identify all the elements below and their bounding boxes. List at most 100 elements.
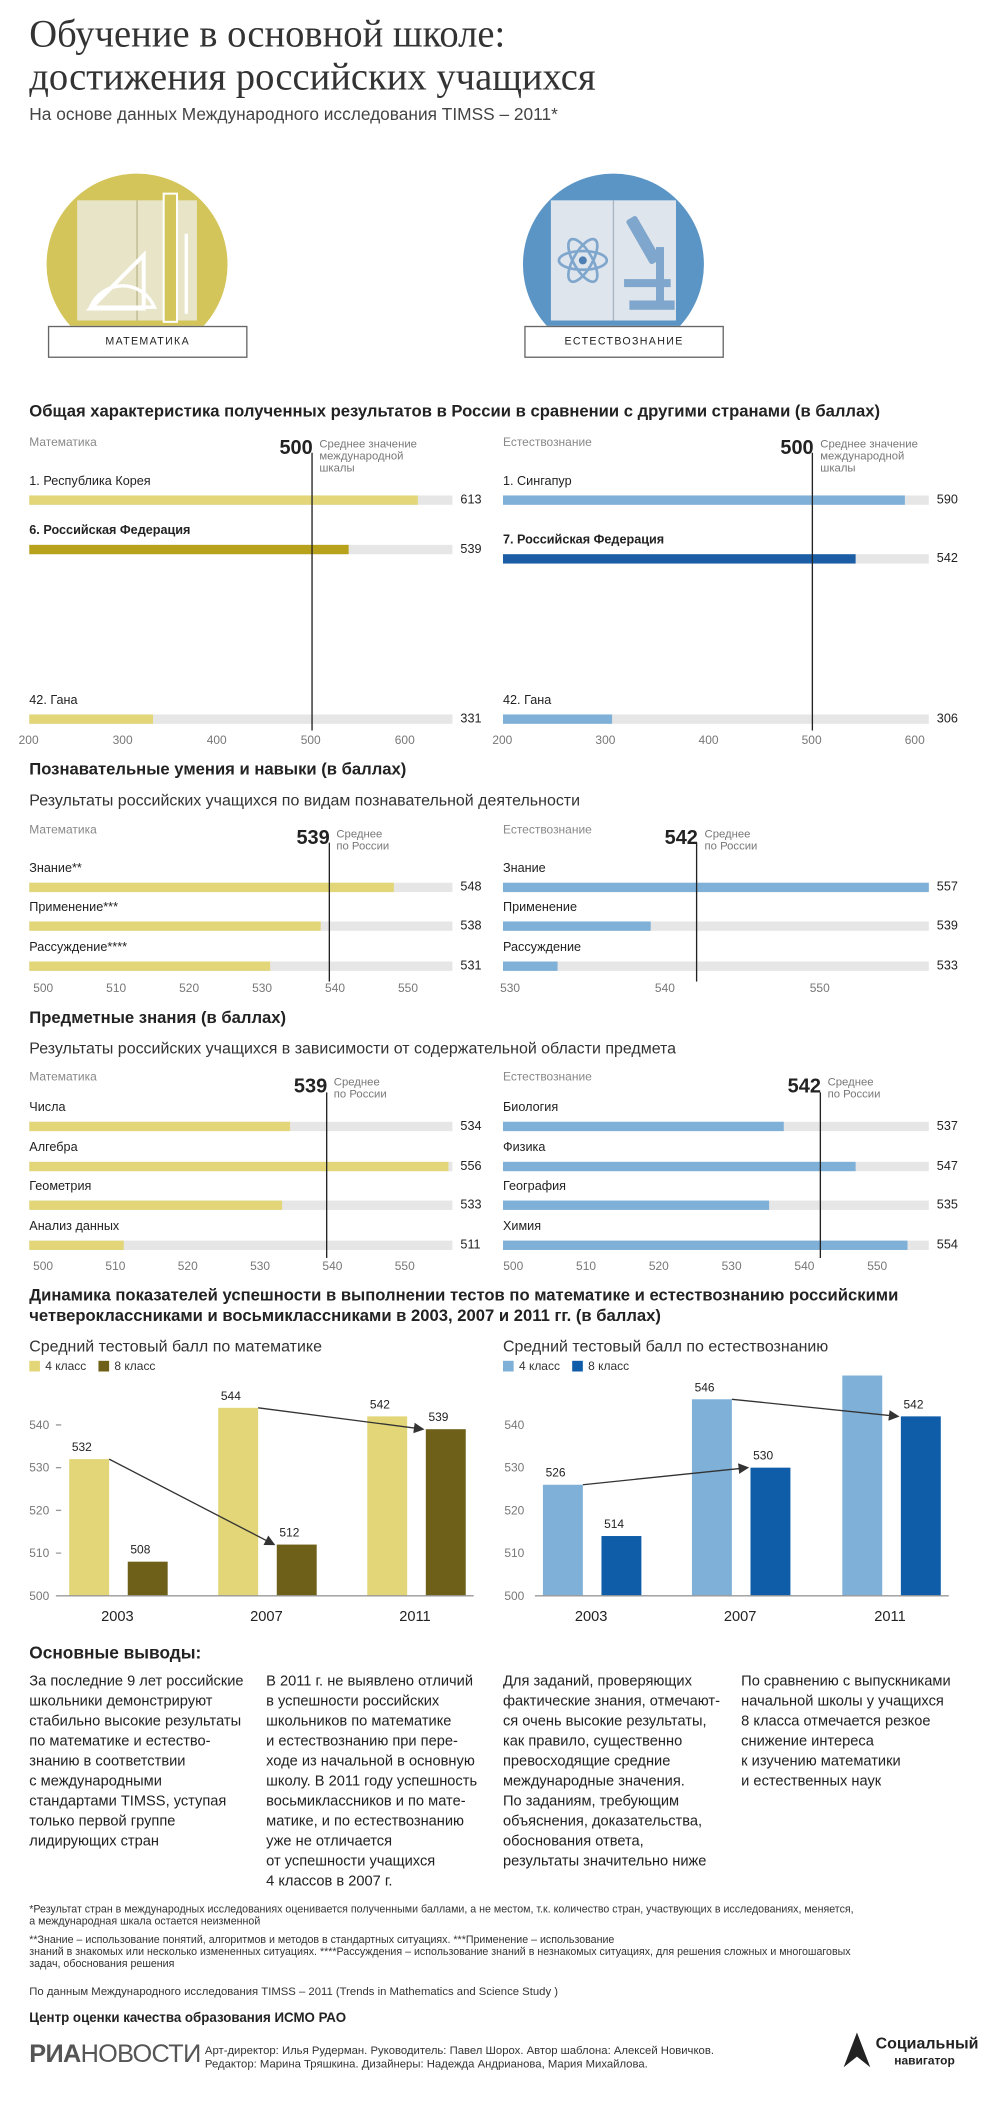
dyn-sci-bar-4	[842, 1375, 883, 1596]
s3-math-row-label: Анализ данных	[29, 1219, 120, 1234]
section2-subtitle: Результаты российских учащихся по видам …	[29, 790, 581, 810]
c2-l1: в успешности российских	[266, 1693, 440, 1710]
microscope-icon	[624, 216, 675, 310]
dyn-sci-category: 2003	[575, 1609, 608, 1625]
s2-math-avg-label-line: Среднее	[336, 826, 383, 840]
c2-l6: восьмиклассников и по мате-	[266, 1793, 466, 1810]
s3-sci-avg-label: Среднее по России	[828, 1076, 881, 1100]
s2-math-avg-value: 539	[296, 826, 330, 850]
s2-math-bar	[29, 961, 271, 971]
s2-math-bar-track	[29, 921, 453, 931]
dyn-sci-bar-4	[542, 1484, 583, 1596]
s2-sci-bar-track	[502, 921, 929, 931]
s3-math-bar-value: 534	[460, 1119, 482, 1134]
dyn-sci-bar-8	[900, 1416, 941, 1596]
legend-math-4: 4 класс	[45, 1359, 87, 1373]
s1-math-avg-label-line: Среднее значение	[319, 436, 417, 451]
s2-sci-panel-label: Естествознание	[502, 822, 592, 836]
s3-math-tick-label: 550	[394, 1259, 415, 1273]
c2-l2: школьников по математике	[266, 1713, 452, 1730]
ruler-icon	[162, 192, 178, 323]
s2-math-panel-label: Математика	[29, 822, 97, 836]
dyn-math-bar-4	[69, 1459, 110, 1596]
s1-math-bar	[29, 544, 349, 555]
dyn-math-label-8: 539	[428, 1410, 448, 1424]
dyn-math-trend-arrow	[258, 1407, 425, 1434]
dyn-sci-trend-arrow	[731, 1398, 900, 1421]
math-emblem	[46, 173, 228, 356]
s3-sci-bar-track	[502, 1121, 929, 1132]
s3-sci-avg-value: 542	[787, 1075, 821, 1098]
dyn-math-ytick: 530	[29, 1461, 49, 1475]
c2-l4: ходе из начальной в основную	[266, 1753, 475, 1770]
fn2-line-2: знаний в знакомых или несколько измененн…	[29, 1945, 851, 1958]
page-title: Обучение в основной школе: достижения ро…	[29, 13, 595, 98]
s3-math-panel-label: Математика	[29, 1069, 97, 1084]
dyn-sci-trend-arrow	[582, 1463, 750, 1486]
s3-math-bar-track	[29, 1161, 453, 1172]
dyn-sci-ytick: 500	[504, 1589, 524, 1603]
c4-l0: По сравнению с выпускниками	[741, 1673, 951, 1690]
dyn-math-label-4: 542	[370, 1397, 390, 1411]
s1-sci-row-label: 7. Российская Федерация	[502, 532, 665, 548]
s1-sci-bar-value: 590	[936, 492, 958, 508]
research-center: Центр оценки качества образования ИСМО Р…	[29, 2011, 347, 2026]
section4-title-line-1: Динамика показателей успешности в выполн…	[29, 1286, 899, 1305]
dyn-sci-bar-8	[750, 1467, 791, 1596]
dyn-math-bar-8	[127, 1561, 168, 1596]
s3-math-bar	[29, 1121, 290, 1132]
c3-l5: международные значения.	[502, 1773, 685, 1790]
s2-sci-row-label: Рассуждение	[502, 940, 582, 955]
s2-math-tick-label: 510	[106, 981, 127, 995]
fn1-line-2: а международная шкала остается неизменно…	[29, 1915, 261, 1928]
c1-l3: по математике и естество-	[29, 1733, 211, 1750]
c2-l8: уже не отличается	[266, 1833, 393, 1850]
s2-sci-row-label: Знание	[502, 861, 546, 877]
title-line-1: Обучение в основной школе:	[29, 13, 506, 57]
dyn-math-ytick: 500	[29, 1589, 49, 1603]
s3-sci-bar-value: 537	[936, 1119, 958, 1134]
s1-math-bar-track	[29, 714, 453, 724]
s3-math-row-label: Алгебра	[29, 1140, 78, 1156]
s3-math-bar-value: 556	[460, 1159, 482, 1174]
dyn-sci-label-8: 530	[753, 1449, 773, 1463]
fn2-line-3: задач, обоснования решения	[29, 1957, 175, 1970]
s3-sci-bar	[502, 1200, 769, 1210]
s1-math-bar-value: 613	[460, 492, 482, 508]
dyn-sci-bar-8	[601, 1536, 642, 1596]
s1-sci-bar	[502, 495, 906, 505]
s2-sci-bar-value: 557	[936, 880, 958, 895]
s3-sci-bar-value: 547	[936, 1159, 958, 1174]
credits: Арт-директор: Илья Рудерман. Руководител…	[205, 2043, 714, 2070]
s1-sci-avg-label: Среднее значение международной шкалы	[820, 437, 918, 474]
s2-math-row-label: Рассуждение****	[29, 940, 128, 955]
section1-title: Общая характеристика полученных результа…	[29, 401, 881, 421]
legend-sci-8: 8 класс	[588, 1359, 630, 1373]
c1-l1: школьники демонстрируют	[29, 1693, 213, 1710]
s3-sci-tick-label: 510	[576, 1259, 597, 1273]
s3-sci-bar-value: 535	[936, 1197, 958, 1213]
conclusion-col-2: В 2011 г. не выявлено отличий в успешност…	[266, 1672, 499, 1892]
s3-sci-panel-label: Естествознание	[502, 1069, 592, 1084]
atom-icon	[557, 237, 609, 284]
conclusions-title: Основные выводы:	[29, 1642, 202, 1663]
s2-sci-tick-label: 540	[654, 981, 675, 995]
s3-math-avg-label: Среднее по России	[334, 1076, 387, 1100]
dyn-sci-ytick: 530	[504, 1461, 524, 1475]
s2-sci-bar-value: 539	[936, 918, 958, 934]
s3-math-avg-line	[325, 1092, 328, 1258]
s3-sci-avg-label-line: по России	[827, 1087, 881, 1101]
s1-sci-avg-value: 500	[780, 436, 814, 460]
s3-math-tick-label: 500	[33, 1259, 54, 1273]
c4-l3: снижение интереса	[741, 1733, 874, 1750]
s2-sci-bar-track	[502, 961, 929, 971]
dyn-math-bar-4	[367, 1416, 408, 1596]
s3-math-bar	[29, 1200, 283, 1210]
dyn-sci-ytick: 540	[504, 1418, 524, 1432]
math-dynamics-title: Средний тестовый балл по математике	[29, 1336, 322, 1356]
s1-math-tick-label: 500	[300, 733, 321, 747]
s3-math-bar	[29, 1240, 124, 1250]
s2-sci-avg-label-line: Среднее	[704, 826, 751, 840]
c2-l0: В 2011 г. не выявлено отличий	[266, 1673, 474, 1690]
s3-math-bar-value: 511	[460, 1237, 481, 1253]
